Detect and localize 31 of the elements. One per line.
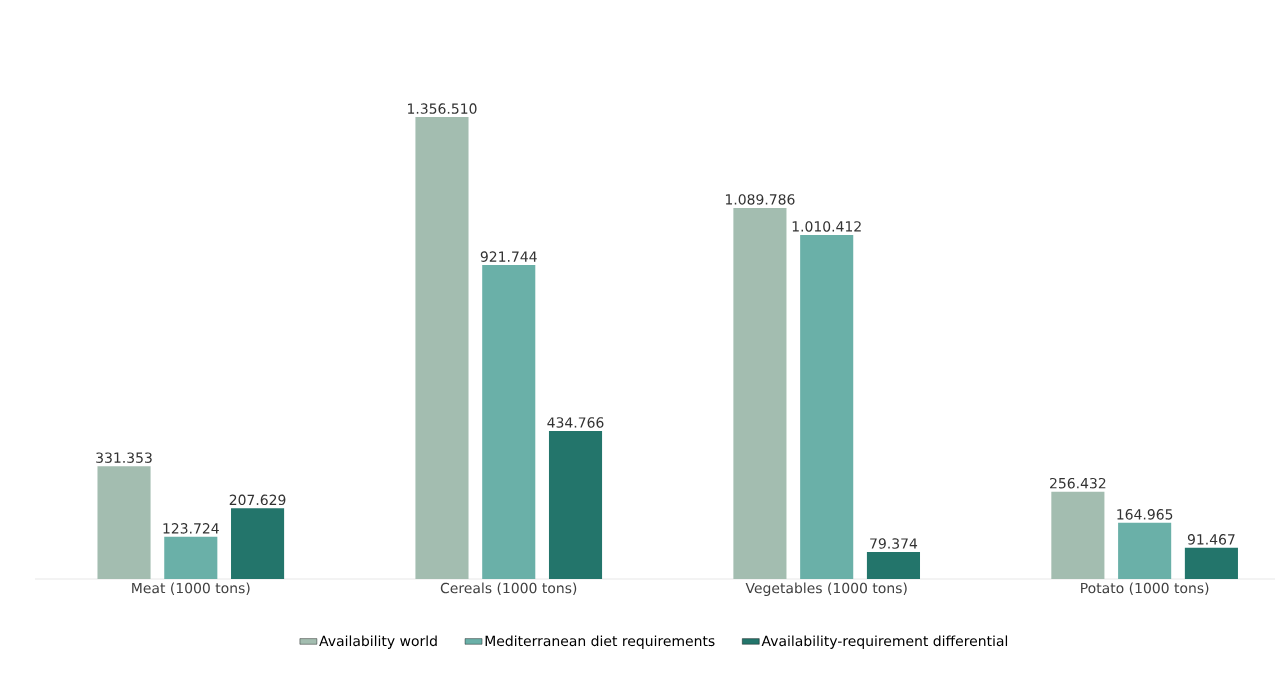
x-tick-label: Meat (1000 tons) bbox=[132, 582, 250, 595]
data-label: 1.089.786 bbox=[725, 194, 795, 205]
data-label: 434.766 bbox=[547, 417, 604, 428]
bar bbox=[1184, 547, 1238, 579]
bar bbox=[733, 207, 787, 579]
bar bbox=[482, 265, 536, 579]
bar bbox=[164, 536, 218, 579]
legend-label: Availability world bbox=[319, 635, 437, 649]
bar bbox=[97, 466, 151, 579]
x-tick-label: Vegetables (1000 tons) bbox=[745, 582, 907, 597]
x-tick-label: Potato (1000 tons) bbox=[1081, 582, 1209, 595]
data-label: 1.010.412 bbox=[792, 221, 861, 232]
legend-label: Availability-requirement differential bbox=[761, 635, 1008, 649]
legend-label: Mediterranean diet requirements bbox=[485, 635, 715, 649]
data-label: 79.374 bbox=[870, 538, 918, 549]
bar bbox=[231, 508, 285, 579]
data-label: 207.629 bbox=[229, 494, 286, 506]
bar bbox=[1118, 522, 1172, 579]
data-label: 164.965 bbox=[1117, 509, 1173, 520]
bar bbox=[800, 234, 854, 579]
data-label: 921.744 bbox=[480, 251, 537, 262]
data-label: 256.432 bbox=[1050, 477, 1106, 489]
data-label: 331.353 bbox=[96, 452, 152, 463]
data-label: 91.467 bbox=[1187, 534, 1235, 545]
bar bbox=[866, 551, 921, 579]
bar bbox=[548, 430, 603, 579]
data-label: 1.356.510 bbox=[408, 103, 477, 114]
x-tick-label: Cereals (1000 tons) bbox=[440, 582, 577, 595]
data-label: 123.724 bbox=[163, 523, 219, 534]
bar bbox=[1051, 491, 1105, 579]
bar bbox=[415, 117, 469, 579]
